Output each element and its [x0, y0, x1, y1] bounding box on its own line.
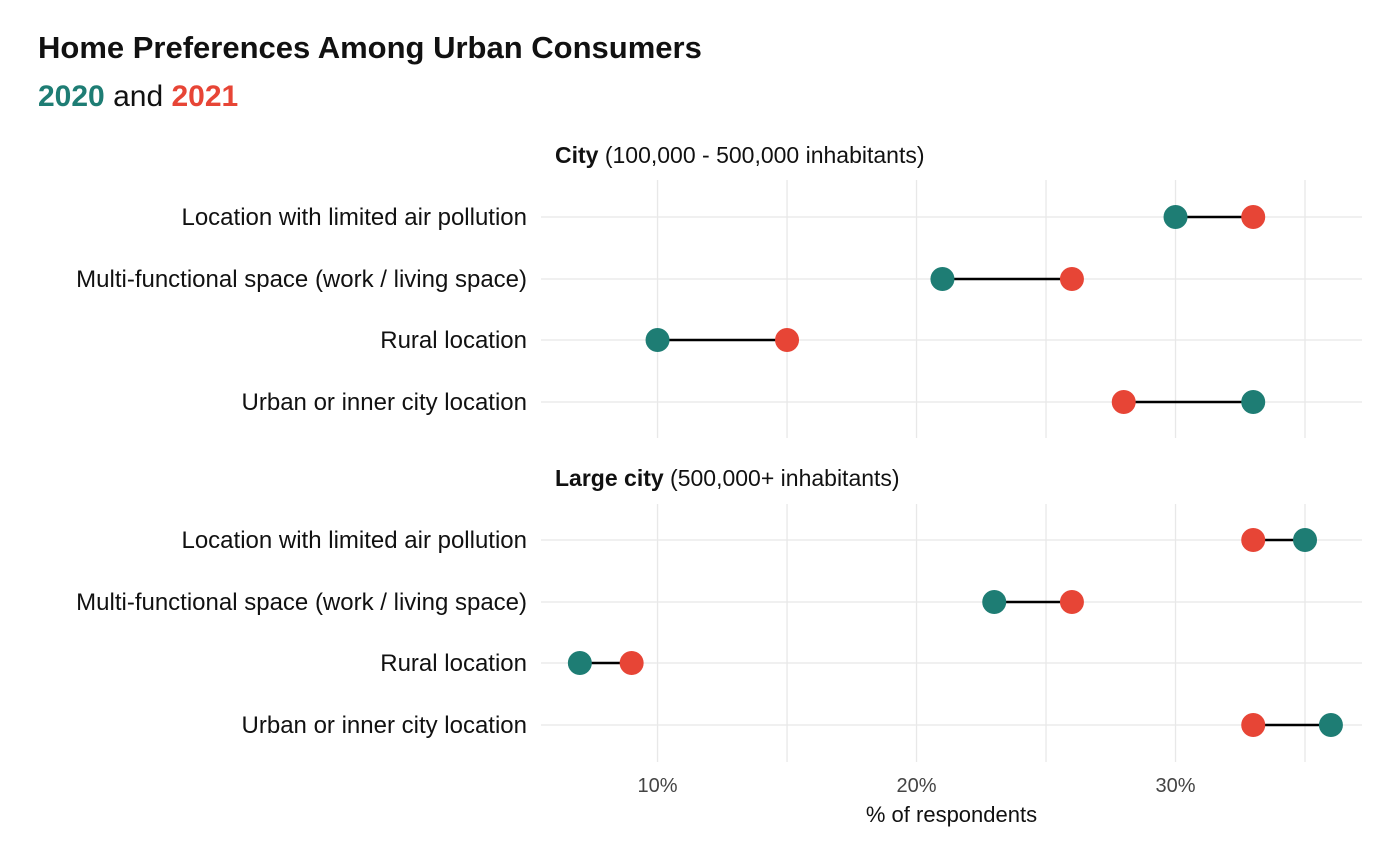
panel-title: City (100,000 - 500,000 inhabitants): [555, 142, 925, 168]
point-2021: [1241, 528, 1266, 552]
point-2021: [1241, 713, 1266, 737]
subtitle-year-2020: 2020: [38, 80, 105, 113]
panel-title-rest: (500,000+ inhabitants): [664, 465, 900, 491]
point-2020: [1318, 713, 1343, 737]
x-axis-title: % of respondents: [866, 802, 1037, 827]
x-tick-label: 10%: [638, 775, 678, 797]
point-2021: [775, 328, 800, 352]
point-2020: [645, 328, 670, 352]
category-label: Multi-functional space (work / living sp…: [76, 266, 527, 293]
category-label: Urban or inner city location: [242, 712, 527, 739]
point-2020: [1163, 205, 1188, 229]
chart-subtitle: 2020 and 2021: [38, 80, 238, 114]
subtitle-joiner: and: [113, 80, 164, 113]
category-label: Urban or inner city location: [242, 389, 527, 416]
panel-title-bold: Large city: [555, 465, 664, 491]
point-2021: [619, 651, 644, 675]
x-tick-label: 20%: [897, 775, 937, 797]
point-2020: [567, 651, 592, 675]
panel-title-rest: (100,000 - 500,000 inhabitants): [598, 142, 924, 168]
x-tick-label: 30%: [1156, 775, 1196, 797]
panel-title: Large city (500,000+ inhabitants): [555, 465, 900, 491]
category-label: Rural location: [380, 650, 527, 677]
point-2021: [1241, 205, 1266, 229]
point-2020: [1241, 390, 1266, 414]
chart-title: Home Preferences Among Urban Consumers: [38, 30, 702, 65]
category-label: Rural location: [380, 327, 527, 354]
subtitle-year-2021: 2021: [171, 80, 239, 113]
point-2020: [982, 590, 1007, 614]
point-2021: [1059, 267, 1084, 291]
panel-title-bold: City: [555, 142, 599, 168]
point-2021: [1059, 590, 1084, 614]
category-label: Multi-functional space (work / living sp…: [76, 589, 527, 616]
category-label: Location with limited air pollution: [181, 527, 527, 554]
point-2020: [930, 267, 955, 291]
category-label: Location with limited air pollution: [181, 204, 527, 231]
point-2021: [1111, 390, 1136, 414]
point-2020: [1293, 528, 1318, 552]
